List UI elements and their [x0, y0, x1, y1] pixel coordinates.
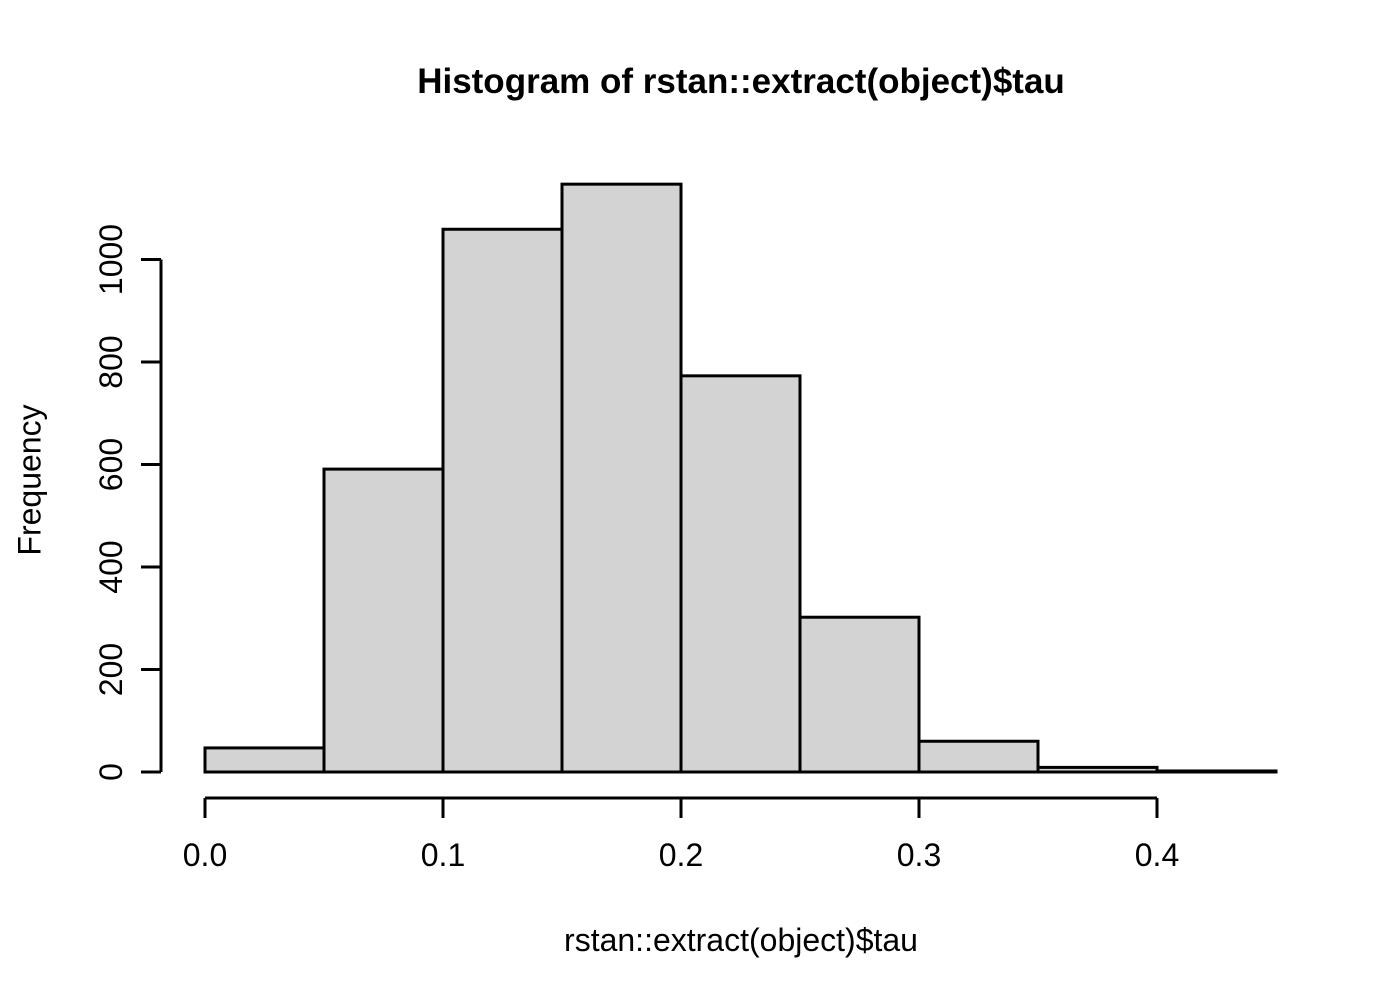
y-tick-label: 600 [93, 438, 129, 491]
y-tick-label: 200 [93, 643, 129, 696]
y-tick-label: 0 [93, 763, 129, 781]
x-tick-label: 0.2 [659, 837, 703, 873]
histogram-bar [441, 227, 564, 774]
y-tick-label: 400 [93, 540, 129, 593]
chart-title: Histogram of rstan::extract(object)$tau [417, 62, 1065, 101]
y-tick-label: 800 [93, 335, 129, 388]
histogram-bar [560, 182, 683, 774]
y-tick-label: 1000 [93, 224, 129, 295]
histogram-bar [1155, 769, 1278, 774]
histogram-bar [679, 374, 802, 774]
x-tick-label: 0.1 [421, 837, 465, 873]
x-tick-label: 0.3 [897, 837, 941, 873]
histogram-bar [203, 746, 326, 774]
x-tick-label: 0.0 [183, 837, 227, 873]
histogram-bar [322, 467, 445, 774]
histogram-bar [917, 739, 1040, 774]
histogram-bar [798, 615, 921, 774]
x-tick-label: 0.4 [1135, 837, 1179, 873]
x-axis-label: rstan::extract(object)$tau [564, 922, 918, 958]
histogram-bar [1036, 765, 1159, 774]
